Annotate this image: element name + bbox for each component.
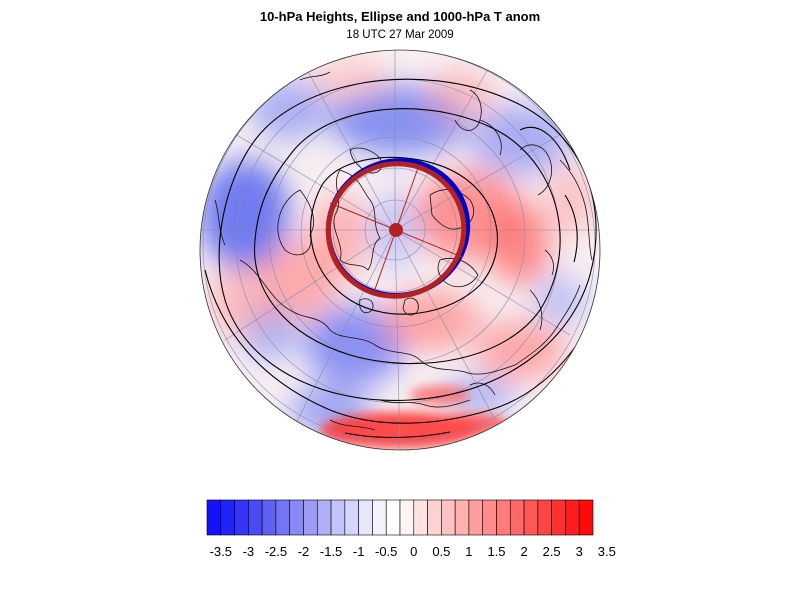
colorbar-tick-label: -3 <box>243 544 255 559</box>
colorbar-swatch <box>330 499 346 536</box>
colorbar-swatch <box>385 499 401 536</box>
colorbar-swatch <box>316 499 332 536</box>
height-contours <box>204 78 597 438</box>
colorbar-swatches <box>206 499 594 536</box>
colorbar-swatch <box>289 499 304 536</box>
colorbar-swatch <box>537 499 552 536</box>
colorbar-swatch <box>565 499 580 536</box>
colorbar-tick-label: 3 <box>576 544 583 559</box>
chart-subtitle: 18 UTC 27 Mar 2009 <box>346 29 454 41</box>
colorbar-swatch <box>441 499 456 536</box>
colorbar-swatch <box>427 499 442 536</box>
colorbar-tick-label: 2.5 <box>543 544 561 559</box>
colorbar-swatch <box>399 499 415 536</box>
colorbar-tick-label: 0.5 <box>432 544 450 559</box>
colorbar-swatch <box>454 499 470 536</box>
globe-disk <box>200 50 600 450</box>
colorbar-tick-label: -1 <box>353 544 365 559</box>
colorbar-tick-label: -2.5 <box>265 544 287 559</box>
colorbar-swatch <box>496 499 511 536</box>
colorbar-swatch <box>413 499 428 536</box>
vortex-center-marker <box>389 223 403 237</box>
colorbar-swatch <box>303 499 318 536</box>
colorbar-swatch <box>344 499 359 536</box>
colorbar-tick-label: 1.5 <box>487 544 505 559</box>
colorbar-swatch <box>234 499 249 536</box>
colorbar-swatch <box>220 499 235 536</box>
colorbar-tick-label: -1.5 <box>320 544 342 559</box>
colorbar-tick-label: 2 <box>520 544 527 559</box>
colorbar-tick-label: 3.5 <box>598 544 616 559</box>
globe-outline <box>199 49 601 451</box>
colorbar-swatch <box>358 499 373 536</box>
colorbar-tick-label: -3.5 <box>210 544 232 559</box>
colorbar-tick-label: 1 <box>465 544 472 559</box>
colorbar-swatch <box>523 499 539 536</box>
colorbar-swatch <box>578 499 594 536</box>
colorbar-swatch <box>482 499 497 536</box>
colorbar-swatch <box>509 499 525 536</box>
colorbar-swatch <box>206 499 222 536</box>
colorbar-swatch <box>372 499 387 536</box>
chart-title: 10-hPa Heights, Ellipse and 1000-hPa T a… <box>259 9 541 24</box>
colorbar-tick-label: 0 <box>410 544 417 559</box>
colorbar-swatch <box>261 499 277 536</box>
colorbar-labels: -3.5 -3 -2.5 -2 -1.5 -1 -0.5 0 0.5 1 1.5 2 2.5 3 3.5 <box>210 544 616 559</box>
colorbar-swatch <box>275 499 291 536</box>
vortex-ellipse <box>325 158 471 299</box>
colorbar-swatch <box>551 499 566 536</box>
colorbar-tick-label: -0.5 <box>375 544 397 559</box>
colorbar-swatch <box>468 499 484 536</box>
temperature-anomaly-field <box>200 60 595 435</box>
colorbar-tick-label: -2 <box>298 544 310 559</box>
colorbar-swatch <box>248 499 263 536</box>
